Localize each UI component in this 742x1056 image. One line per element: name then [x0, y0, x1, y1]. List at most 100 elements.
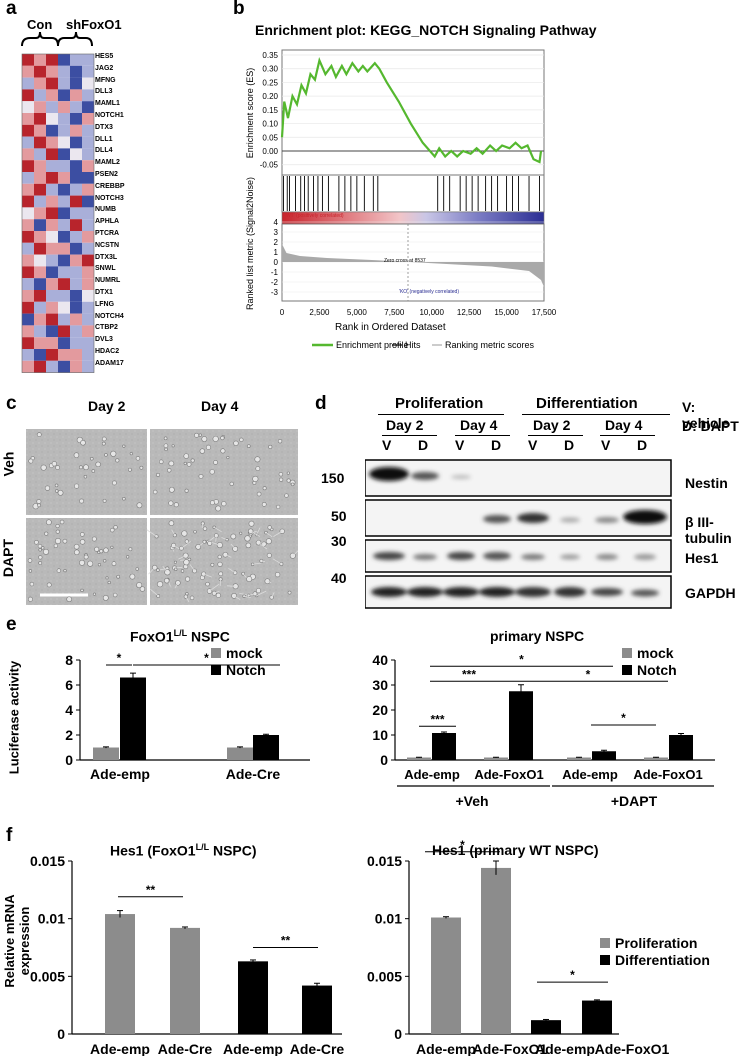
cell: [209, 500, 215, 506]
neurite: [178, 555, 186, 560]
e1-legend-swatch: [211, 648, 221, 658]
heatmap-cell: [34, 290, 46, 302]
heatmap-cell: [70, 278, 82, 290]
heatmap-cell: [46, 172, 58, 184]
e2-x-label: Ade-FoxO1: [633, 767, 702, 782]
neurite: [250, 530, 260, 537]
f2-title: Hes1 (primary WT NSPC): [432, 842, 599, 858]
es-tick-label: 0.35: [262, 51, 278, 60]
heatmap-cell: [58, 124, 70, 137]
legend-vehicle: V: vehicle: [682, 399, 730, 431]
heatmap-cell: [46, 290, 58, 302]
heatmap-cell: [34, 254, 46, 267]
f2-x-label: Ade-emp: [535, 1041, 595, 1056]
cell: [102, 595, 109, 601]
heatmap-cell: [70, 301, 82, 314]
marker-50: 50: [331, 508, 347, 524]
neurite: [213, 526, 222, 533]
e2-bar: [592, 751, 616, 760]
heatmap-cell: [82, 219, 94, 231]
cell: [246, 444, 251, 448]
e2-sig-label: *: [586, 667, 591, 681]
cell: [28, 458, 34, 464]
heatmap-cell: [58, 160, 70, 172]
cell: [229, 481, 234, 487]
heatmap-cell: [82, 65, 94, 78]
heatmap-cell: [22, 54, 34, 66]
es-curve: [280, 57, 543, 164]
f1-x-label: Ade-Cre: [290, 1041, 345, 1056]
neurite: [203, 573, 212, 578]
heatmap-cell: [34, 77, 46, 90]
cell: [51, 461, 57, 467]
heatmap-cell: [22, 101, 34, 113]
heatmap-cell: [82, 148, 94, 161]
marker-150: 150: [321, 470, 345, 486]
heatmap-cell: [58, 54, 70, 66]
f1-bar: [170, 927, 200, 1034]
legend-hits-label: Hits: [405, 340, 421, 350]
cell: [185, 576, 191, 582]
heatmap-cell: [34, 266, 46, 279]
cell: [122, 444, 126, 448]
heatmap-cell: [58, 337, 70, 349]
cell: [62, 538, 68, 544]
cell: [92, 592, 96, 596]
heatmap-cell: [34, 278, 46, 290]
legend-dapt: D: DAPT: [682, 418, 739, 434]
f1-x-label: Ade-emp: [223, 1041, 283, 1056]
heatmap-cell: [58, 349, 70, 361]
e1-title-rest: NSPC: [187, 628, 230, 645]
heatmap-cell: [22, 207, 34, 220]
heatmap-cell: [22, 290, 34, 302]
cell: [189, 595, 195, 601]
neurite: [256, 527, 261, 535]
cell: [53, 543, 58, 548]
es-tick-label: 0.10: [262, 120, 278, 129]
e1-legend-label: Notch: [226, 662, 266, 678]
heatmap-cell: [70, 254, 82, 267]
heatmap-cell: [58, 242, 70, 255]
f1-y-tick-label: 0.005: [30, 968, 65, 984]
cell: [79, 559, 85, 566]
heatmap-cell: [70, 207, 82, 220]
micrograph-grid: [26, 429, 298, 605]
heatmap-cell: [22, 195, 34, 208]
blot-hes1: [365, 539, 672, 573]
heatmap-cell: [58, 172, 70, 184]
cell: [91, 469, 96, 473]
day-underline-1: [382, 435, 437, 436]
cell: [54, 483, 59, 488]
lane-label: V: [601, 437, 611, 453]
e2-title: primary NSPC: [490, 628, 585, 644]
cell: [245, 542, 252, 549]
cell: [87, 560, 94, 567]
heatmap-cell: [22, 313, 34, 326]
cell: [279, 528, 285, 534]
cell: [63, 569, 67, 573]
d-day2-b: Day 2: [533, 417, 571, 433]
heatmap-cell: [34, 136, 46, 149]
gene-label: DLL1: [95, 135, 113, 143]
cell: [107, 580, 111, 585]
e1-y-tick-label: 6: [65, 677, 73, 693]
rank-tick-label: -1: [271, 268, 279, 277]
heatmap-cell: [22, 160, 34, 172]
cell: [103, 547, 109, 553]
panel-letter-a: a: [6, 0, 17, 19]
e1-y-tick-label: 8: [65, 652, 73, 668]
cell: [129, 452, 133, 456]
cell: [80, 588, 84, 593]
f1-bar: [105, 914, 135, 1034]
heatmap-cell: [58, 219, 70, 231]
f2-legend-swatch: [600, 955, 610, 965]
cell: [38, 561, 43, 565]
cell: [205, 581, 210, 587]
cell: [173, 560, 177, 564]
heatmap-cell: [70, 183, 82, 196]
cell: [212, 435, 219, 442]
d-day4-b: Day 4: [605, 417, 643, 433]
heatmap-cell: [70, 89, 82, 102]
cell: [156, 568, 160, 572]
panel-letter-f: f: [6, 825, 13, 846]
